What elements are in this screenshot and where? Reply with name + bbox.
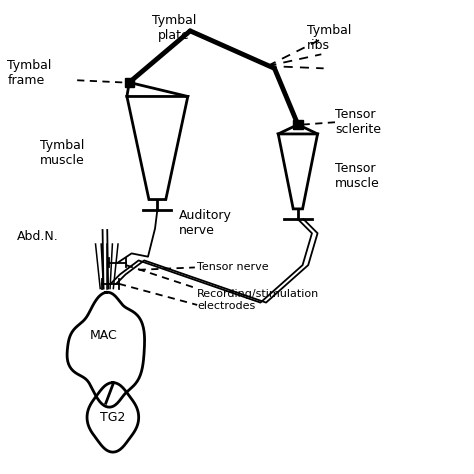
Bar xyxy=(125,78,134,87)
Text: Tymbal
muscle: Tymbal muscle xyxy=(40,139,85,167)
Text: Abd.N.: Abd.N. xyxy=(17,230,59,244)
Text: Tymbal
frame: Tymbal frame xyxy=(8,59,52,87)
Text: Tymbal
plate: Tymbal plate xyxy=(152,15,196,43)
Text: MAC: MAC xyxy=(90,329,118,342)
Text: Auditory
nerve: Auditory nerve xyxy=(178,209,231,237)
Text: Tensor nerve: Tensor nerve xyxy=(197,263,269,273)
Text: Tensor
sclerite: Tensor sclerite xyxy=(336,108,382,136)
Bar xyxy=(293,120,302,129)
Text: Tensor
muscle: Tensor muscle xyxy=(336,162,380,190)
Text: Recording/stimulation
electrodes: Recording/stimulation electrodes xyxy=(197,290,319,311)
Text: Tymbal
ribs: Tymbal ribs xyxy=(307,24,352,52)
Text: TG2: TG2 xyxy=(100,411,126,424)
